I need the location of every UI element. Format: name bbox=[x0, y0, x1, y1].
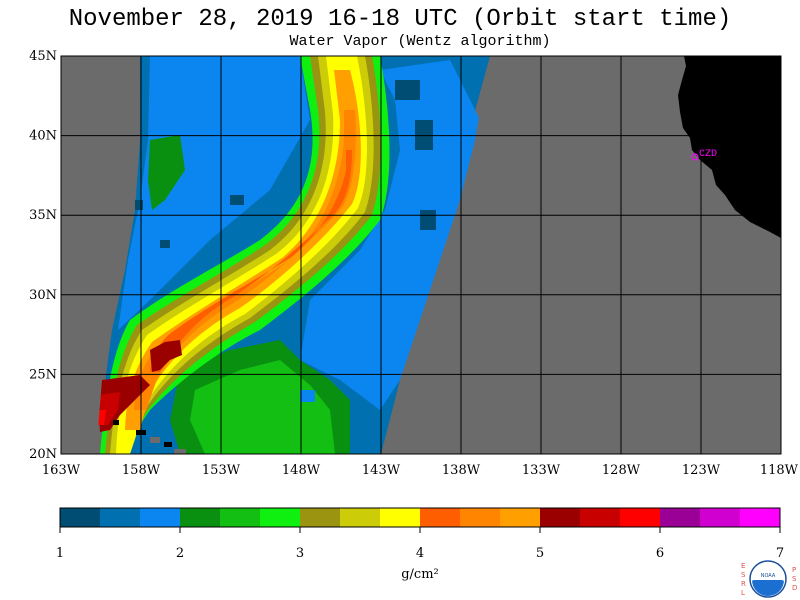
logo-left-letter-s: S bbox=[741, 571, 746, 579]
lon-label: 158W bbox=[122, 463, 161, 478]
lat-label: 35N bbox=[29, 208, 57, 223]
colorbar bbox=[59, 507, 781, 533]
lon-label: 153W bbox=[202, 463, 241, 478]
colorbar-swatch bbox=[420, 508, 461, 527]
colorbar-tick-label: 2 bbox=[176, 546, 184, 561]
data-swath bbox=[61, 56, 781, 454]
logo-left-letter-r: R bbox=[741, 580, 746, 588]
lon-label: 148W bbox=[282, 463, 321, 478]
colorbar-swatch bbox=[140, 508, 181, 527]
colorbar-tick-labels: 1 2 3 4 5 6 7 bbox=[56, 546, 784, 561]
logo-left-letter-e: E bbox=[741, 562, 745, 570]
page-title: November 28, 2019 16-18 UTC (Orbit start… bbox=[68, 6, 732, 33]
colorbar-swatch bbox=[740, 508, 781, 527]
colorbar-tick-label: 4 bbox=[416, 546, 424, 561]
colorbar-swatch bbox=[460, 508, 501, 527]
lat-label: 45N bbox=[29, 49, 57, 64]
lon-label: 118W bbox=[760, 463, 799, 478]
colorbar-swatch bbox=[700, 508, 741, 527]
colorbar-swatch bbox=[580, 508, 621, 527]
colorbar-swatch bbox=[620, 508, 661, 527]
logo-right-letter-d: D bbox=[792, 584, 797, 592]
lon-label: 133W bbox=[522, 463, 561, 478]
lon-label: 128W bbox=[602, 463, 641, 478]
station-label: CZD bbox=[699, 149, 717, 160]
page-subtitle: Water Vapor (Wentz algorithm) bbox=[289, 33, 551, 50]
colorbar-swatch bbox=[300, 508, 341, 527]
colorbar-swatch bbox=[340, 508, 381, 527]
lat-label: 40N bbox=[29, 129, 57, 144]
lat-label: 25N bbox=[29, 367, 57, 382]
colorbar-tick-label: 3 bbox=[296, 546, 304, 561]
lat-label: 20N bbox=[29, 447, 57, 462]
colorbar-swatch bbox=[380, 508, 421, 527]
logo-left-letter-l: L bbox=[741, 589, 745, 597]
colorbar-tick-label: 1 bbox=[56, 546, 64, 561]
noaa-logo: E S R L P S D NOAA bbox=[741, 560, 797, 598]
colorbar-swatch bbox=[60, 508, 101, 527]
lon-label: 138W bbox=[442, 463, 481, 478]
lon-label: 143W bbox=[362, 463, 401, 478]
logo-center-text: NOAA bbox=[761, 573, 776, 579]
lat-label: 30N bbox=[29, 288, 57, 303]
lon-label: 163W bbox=[42, 463, 81, 478]
colorbar-swatch bbox=[500, 508, 541, 527]
colorbar-swatch bbox=[180, 508, 221, 527]
logo-right-letter-s: S bbox=[792, 575, 797, 583]
colorbar-swatch bbox=[260, 508, 301, 527]
colorbar-swatch bbox=[660, 508, 701, 527]
station-marker: CZD bbox=[691, 149, 717, 161]
colorbar-swatch bbox=[540, 508, 581, 527]
map-frame bbox=[60, 55, 782, 455]
colorbar-swatch bbox=[100, 508, 141, 527]
colorbar-tick-label: 7 bbox=[776, 546, 784, 561]
land-mass bbox=[678, 56, 781, 238]
logo-right-letter-p: P bbox=[792, 566, 796, 574]
colorbar-tick-label: 6 bbox=[656, 546, 664, 561]
longitude-labels: 163W 158W 153W 148W 143W 138W 133W 128W 123W 118W bbox=[42, 463, 799, 478]
latitude-labels: 45N 40N 35N 30N 25N 20N bbox=[29, 49, 57, 462]
colorbar-tick-label: 5 bbox=[536, 546, 544, 561]
lon-label: 123W bbox=[682, 463, 721, 478]
colorbar-unit-label: g/cm² bbox=[401, 567, 439, 582]
colorbar-swatch bbox=[220, 508, 261, 527]
